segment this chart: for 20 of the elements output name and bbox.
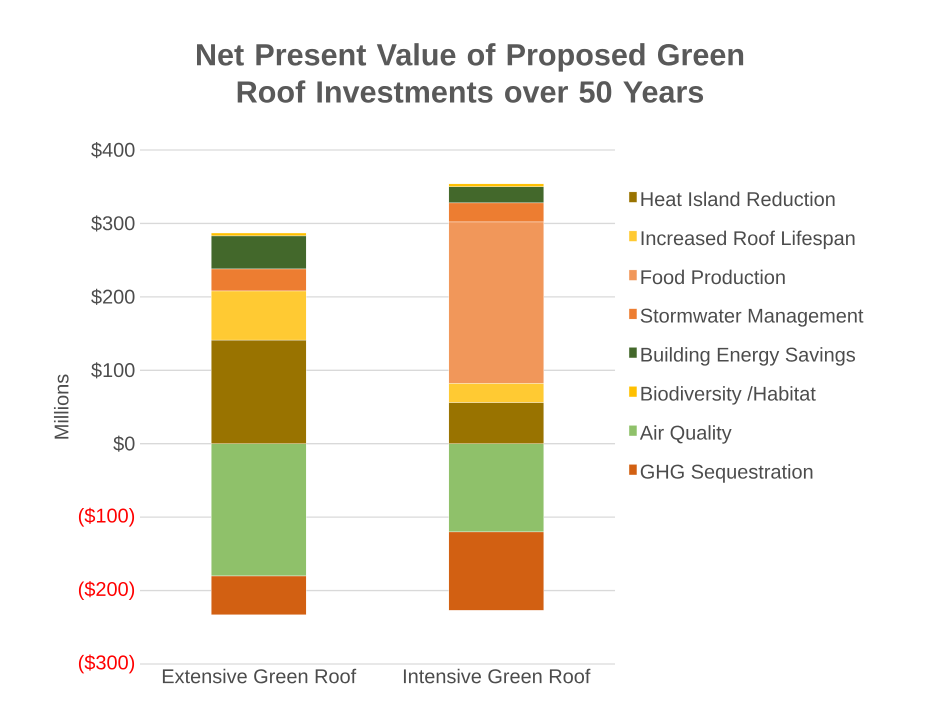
y-tick-label: $0 <box>113 436 135 452</box>
legend-label: Biodiversity /Habitat <box>641 386 816 405</box>
x-tick-label: Intensive Green Roof <box>404 668 590 684</box>
y-axis-title: Millions <box>54 374 69 439</box>
legend-label: Building Energy Savings <box>641 347 856 366</box>
chart-title: Net Present Value of Proposed Green Roof Investments over 50 Years <box>196 43 744 103</box>
legend-label: Air Quality <box>640 425 732 444</box>
y-tick-label: $300 <box>91 215 135 232</box>
y-tick-label: ($200) <box>78 581 134 600</box>
legend-label: Heat Island Reduction <box>641 192 835 206</box>
legend-label: Stormwater Management <box>640 308 864 327</box>
legend-label: Increased Roof Lifespan <box>642 230 854 250</box>
x-tick-label: Extensive Green Roof <box>162 668 356 684</box>
y-tick-label: $400 <box>91 142 135 158</box>
y-tick-label: ($100) <box>78 508 134 527</box>
y-tick-label: $200 <box>91 288 135 305</box>
legend-label: GHG Sequestration <box>640 464 812 483</box>
y-tick-label: $100 <box>91 362 135 378</box>
y-tick-label: ($300) <box>78 654 134 674</box>
legend-label: Food Production <box>641 270 785 284</box>
